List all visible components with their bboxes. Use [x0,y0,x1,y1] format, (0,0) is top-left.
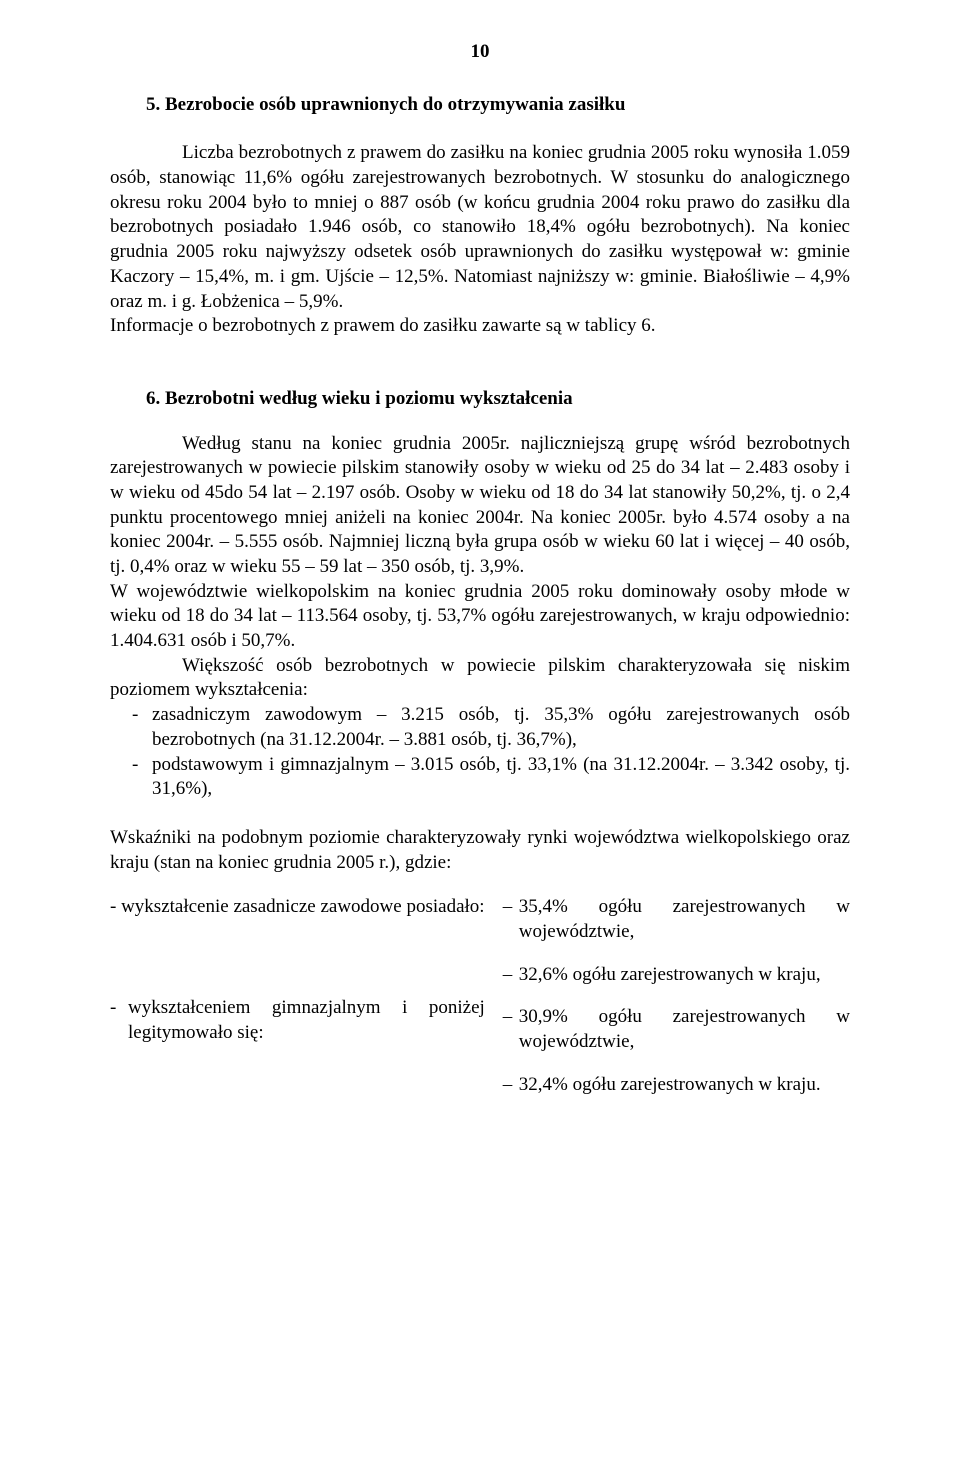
section-5-paragraph: Liczba bezrobotnych z prawem do zasiłku … [110,141,850,314]
indicators-table: - wykształcenie zasadnicze zawodowe posi… [110,895,850,1115]
page-number: 10 [110,40,850,65]
section-6-paragraph-2: W województwie wielkopolskim na koniec g… [110,580,850,654]
indicator-left-2: wykształceniem gimnazjalnym i poniżej le… [110,996,485,1045]
indicator-left-1: - wykształcenie zasadnicze zawodowe posi… [110,895,485,920]
section-5-heading: 5. Bezrobocie osób uprawnionych do otrzy… [110,93,850,118]
education-bullet-list: zasadniczym zawodowym – 3.215 osób, tj. … [110,703,850,802]
indicator-right-2: 32,6% ogółu zarejestrowanych w kraju, [503,963,850,988]
section-6-paragraph-3: Większość osób bezrobotnych w powiecie p… [110,654,850,703]
list-item: podstawowym i gimnazjalnym – 3.015 osób,… [110,753,850,802]
indicator-right-3: 30,9% ogółu zarejestrowanych w województ… [503,1005,850,1054]
list-item: zasadniczym zawodowym – 3.215 osób, tj. … [110,703,850,752]
section-5-paragraph-2: Informacje o bezrobotnych z prawem do za… [110,314,850,339]
indicator-right-4: 32,4% ogółu zarejestrowanych w kraju. [503,1073,850,1098]
section-6-heading: 6. Bezrobotni według wieku i poziomu wyk… [110,387,850,412]
indicator-right-1: 35,4% ogółu zarejestrowanych w województ… [503,895,850,944]
section-6-paragraph-1: Według stanu na koniec grudnia 2005r. na… [110,432,850,580]
wskazniki-heading: Wskaźniki na podobnym poziomie charakter… [110,826,850,875]
